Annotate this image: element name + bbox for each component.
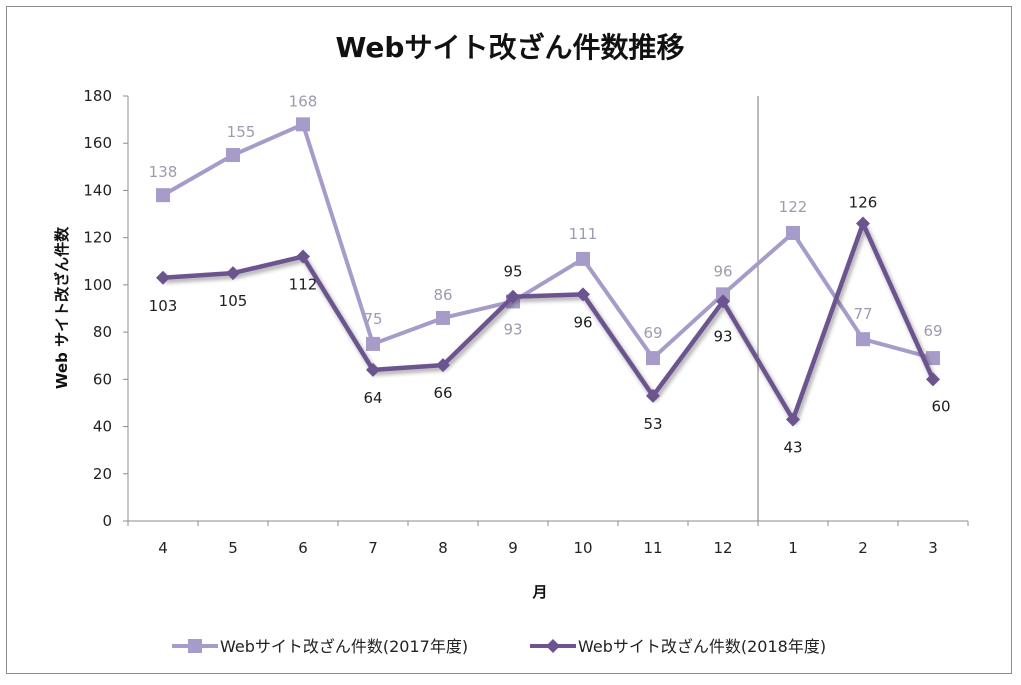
series-2018-point	[926, 372, 940, 387]
series-2017-point	[786, 225, 800, 240]
x-axis-label: 月	[531, 583, 547, 601]
x-tick-label: 4	[158, 539, 168, 557]
series-2017-point	[366, 336, 380, 351]
series-2017-point	[226, 148, 240, 163]
y-axis-label: Web サイト改ざん件数	[53, 226, 71, 389]
y-tick-label: 80	[93, 323, 112, 341]
series-2017-data-label: 111	[569, 225, 598, 243]
series-2018-point	[576, 287, 590, 302]
series-2017-point	[926, 351, 940, 366]
series-2017-data-label: 69	[643, 324, 662, 342]
x-tick-label: 10	[573, 539, 592, 557]
series-2017-data-label: 168	[289, 92, 318, 110]
y-tick-label: 180	[83, 87, 112, 105]
series-2017-data-label: 69	[923, 322, 942, 340]
y-tick-label: 40	[93, 418, 112, 436]
series-2018-data-label: 66	[433, 384, 452, 402]
series-2018-point	[366, 362, 380, 377]
series-2017-line	[162, 122, 934, 361]
legend-marker-diamond	[546, 639, 560, 653]
y-tick-label: 100	[83, 276, 112, 294]
x-tick-label: 8	[438, 539, 448, 557]
y-tick-label: 140	[83, 181, 112, 199]
series-2018-data-label: 112	[289, 276, 318, 294]
series-2017-data-label: 86	[433, 286, 452, 304]
series-2018-point	[156, 270, 170, 285]
y-tick-label: 160	[83, 134, 112, 152]
legend-label: Webサイト改ざん件数(2017年度)	[220, 637, 468, 656]
series-2018-data-label: 105	[219, 292, 248, 310]
series-2017-point	[436, 310, 450, 325]
series-2018-data-label: 53	[643, 415, 662, 433]
chart-title: Webサイト改ざん件数推移	[336, 31, 685, 64]
y-tick-label: 60	[93, 370, 112, 388]
series-2018-point	[786, 412, 800, 427]
chart-frame	[6, 6, 1012, 674]
series-2018-data-label: 126	[849, 194, 878, 212]
series-2018-point	[646, 388, 660, 403]
x-tick-label: 3	[928, 539, 938, 557]
series-2018-point	[436, 358, 450, 373]
series-2017-point	[856, 332, 870, 347]
series-2018-point	[296, 249, 310, 264]
y-tick-label: 20	[93, 465, 112, 483]
series-2018-data-label: 103	[149, 297, 178, 315]
series-2018-data-label: 95	[503, 263, 522, 281]
x-tick-label: 2	[858, 539, 868, 557]
series-2018-data-label: 64	[363, 389, 382, 407]
series-2017-point	[716, 287, 730, 302]
x-tick-label: 9	[508, 539, 518, 557]
series-2017-point	[156, 188, 170, 203]
series-2018-point	[506, 289, 520, 304]
series-2017-data-label: 93	[503, 320, 522, 338]
series-2017-data-label: 138	[149, 163, 178, 181]
series-2017-point	[646, 351, 660, 366]
legend-label: Webサイト改ざん件数(2018年度)	[578, 637, 826, 656]
series-2018-data-label: 43	[783, 438, 802, 456]
series-2018-line	[162, 221, 936, 422]
y-tick-label: 120	[83, 229, 112, 247]
y-tick-label: 0	[102, 512, 112, 530]
x-tick-label: 11	[643, 539, 662, 557]
series-2017-data-label: 77	[853, 305, 872, 323]
series-2018-point	[716, 294, 730, 309]
x-tick-label: 1	[788, 539, 798, 557]
x-tick-label: 6	[298, 539, 308, 557]
series-2018-point	[226, 266, 240, 281]
series-2018-data-label: 60	[931, 397, 950, 415]
legend-marker-square	[188, 639, 202, 653]
series-2018-data-label: 96	[573, 313, 592, 331]
series-2017-data-label: 96	[713, 262, 732, 280]
series-2017-data-label: 75	[363, 310, 382, 328]
series-2017-point	[576, 251, 590, 266]
series-2018-point	[856, 216, 870, 231]
series-2017-data-label: 122	[779, 198, 808, 216]
x-tick-label: 5	[228, 539, 238, 557]
x-tick-label: 12	[713, 539, 732, 557]
series-2017-data-label: 155	[227, 123, 256, 141]
series-2018-data-label: 93	[713, 327, 732, 345]
series-2017-point	[296, 117, 310, 132]
x-tick-label: 7	[368, 539, 378, 557]
